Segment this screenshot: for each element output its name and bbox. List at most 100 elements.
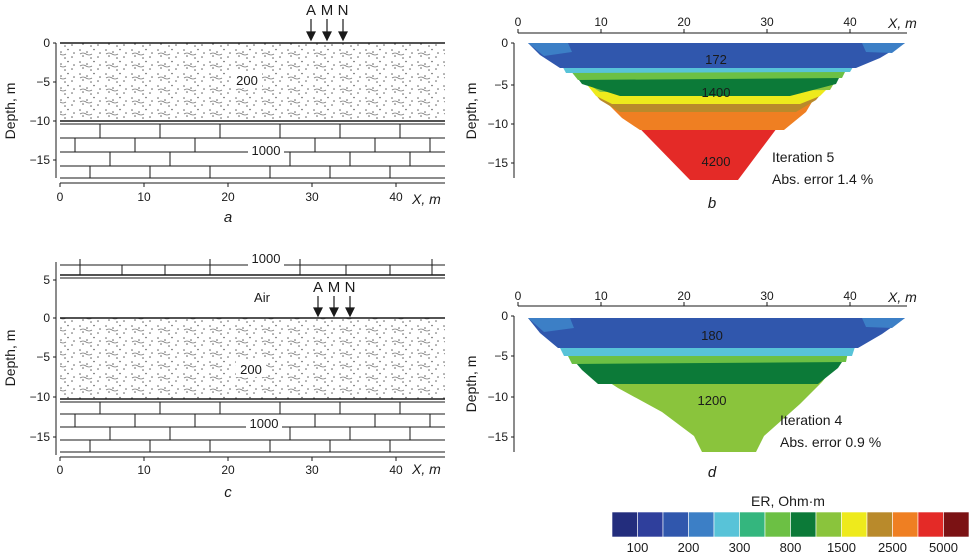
- colorbar-title: ER, Ohm·m: [751, 493, 825, 509]
- colorbar-swatch: [866, 511, 893, 538]
- error-label: Abs. error 1.4 %: [772, 171, 873, 187]
- x-tick-label: 30: [760, 289, 774, 303]
- sand-layer: [60, 318, 445, 399]
- y-tick-label: 0: [43, 311, 50, 325]
- panel-c: 1000 Air 200 1000 Depth, m 5 0 −: [2, 251, 445, 501]
- sand-resistivity-label: 200: [236, 73, 258, 88]
- x-axis-label: X, m: [411, 461, 441, 477]
- colorbar-swatch: [713, 511, 740, 538]
- error-label: Abs. error 0.9 %: [780, 434, 881, 450]
- y-tick-label: −10: [488, 117, 509, 131]
- colorbar-tick-label: 100: [627, 540, 649, 555]
- iteration-label: Iteration 4: [780, 412, 842, 428]
- y-tick-label: −5: [36, 350, 50, 364]
- x-tick-label: 10: [594, 15, 608, 29]
- resistivity-value-label: 1400: [702, 85, 731, 100]
- rock-resistivity-label: 1000: [252, 143, 281, 158]
- panel-letter: c: [224, 484, 232, 501]
- y-tick-label: −15: [30, 430, 51, 444]
- y-tick-label: −5: [494, 349, 508, 363]
- resistivity-value-label: 1200: [698, 393, 727, 408]
- resistivity-value-label: 172: [705, 52, 727, 67]
- y-tick-label: 0: [501, 36, 508, 50]
- y-ticks: 0 −5 −10 −15: [30, 36, 51, 167]
- top-rock-resistivity-label: 1000: [252, 251, 281, 266]
- electrode-label-m: M: [321, 2, 334, 19]
- y-tick-label: −5: [494, 78, 508, 92]
- colorbar-swatch: [611, 511, 638, 538]
- colorbar-swatch: [637, 511, 664, 538]
- x-tick-label: 40: [389, 190, 403, 204]
- electrodes: A M N: [313, 279, 356, 318]
- y-axis-line: [511, 315, 515, 452]
- y-axis-line: [53, 262, 57, 455]
- x-ticks: 0 10 20 30 40: [57, 463, 403, 477]
- y-axis-label: Depth, m: [2, 83, 18, 140]
- iteration-label: Iteration 5: [772, 149, 834, 165]
- panel-letter: d: [708, 464, 717, 481]
- zone-lightblue-right: [862, 318, 905, 328]
- panel-letter: b: [708, 195, 716, 212]
- y-tick-label: 5: [43, 273, 50, 287]
- y-tick-label: 0: [501, 309, 508, 323]
- sand-resistivity-label: 200: [240, 362, 262, 377]
- y-axis-label: Depth, m: [463, 83, 479, 140]
- y-tick-label: −10: [30, 114, 51, 128]
- colorbar-tick-label: 200: [678, 540, 700, 555]
- zone-lightblue-left: [528, 43, 572, 56]
- colorbar-tick-label: 300: [729, 540, 751, 555]
- resistivity-value-label: 4200: [702, 154, 731, 169]
- down-arrow-icon: [322, 19, 332, 42]
- colorbar-swatch: [917, 511, 944, 538]
- panel-d: 0 10 20 30 40 X, m 0 −5 −10 −15 Depth, m…: [463, 289, 917, 481]
- down-arrow-icon: [345, 296, 355, 318]
- electrode-label-n: N: [338, 2, 349, 19]
- electrode-label-n: N: [345, 279, 356, 296]
- y-tick-label: −15: [488, 156, 509, 170]
- rock-resistivity-label: 1000: [250, 416, 279, 431]
- x-axis-label: X, m: [887, 15, 917, 31]
- colorbar-tick-label: 800: [780, 540, 802, 555]
- y-axis-line: [511, 42, 515, 178]
- x-axis-top: [517, 302, 907, 307]
- colorbar-tick-label: 5000: [929, 540, 958, 555]
- down-arrow-icon: [338, 19, 348, 42]
- y-tick-label: −15: [488, 430, 509, 444]
- x-axis-label: X, m: [411, 191, 441, 207]
- air-label: Air: [254, 290, 271, 305]
- colorbar-swatch: [764, 511, 791, 538]
- x-tick-label: 0: [515, 15, 522, 29]
- colorbar-swatch: [815, 511, 842, 538]
- x-axis-top: [517, 29, 907, 34]
- x-axis-label: X, m: [887, 289, 917, 305]
- colorbar-swatch: [688, 511, 715, 538]
- x-ticks: 0 10 20 30 40: [57, 190, 403, 204]
- x-tick-label: 30: [305, 190, 319, 204]
- y-axis-label: Depth, m: [2, 330, 18, 387]
- x-tick-label: 0: [515, 289, 522, 303]
- x-axis-line: [59, 456, 445, 461]
- y-tick-label: 0: [43, 36, 50, 50]
- x-tick-label: 10: [137, 190, 151, 204]
- electrodes: A M N: [306, 2, 349, 42]
- colorbar-swatches: [611, 511, 969, 538]
- colorbar-swatch: [662, 511, 689, 538]
- x-tick-label: 0: [57, 463, 64, 477]
- x-tick-label: 10: [594, 289, 608, 303]
- x-tick-label: 20: [221, 190, 235, 204]
- x-tick-label: 0: [57, 190, 64, 204]
- resistivity-value-label: 180: [701, 328, 723, 343]
- zone-blue: [528, 318, 905, 348]
- colorbar-swatch: [790, 511, 817, 538]
- panel-letter: a: [224, 209, 232, 226]
- y-tick-label: −10: [488, 390, 509, 404]
- x-tick-label: 30: [760, 15, 774, 29]
- x-tick-label: 40: [843, 289, 857, 303]
- colorbar: ER, Ohm·m 100 200 300 800 1500 2500 5000: [611, 493, 969, 555]
- down-arrow-icon: [313, 296, 323, 318]
- zone-lightgreen: [578, 362, 838, 452]
- panel-b: 0 10 20 30 40 X, m 0 −5 −10 −15 Depth, m: [463, 15, 917, 212]
- y-tick-label: −5: [36, 75, 50, 89]
- electrode-label-a: A: [306, 2, 316, 19]
